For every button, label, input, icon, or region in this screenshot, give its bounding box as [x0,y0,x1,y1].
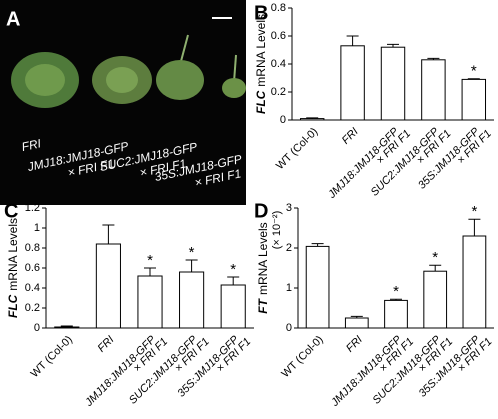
error-bar [350,315,363,318]
plant [106,67,138,93]
x-tick-label: FRI [340,126,361,147]
error-bar [144,267,156,276]
error-bar [311,243,324,247]
chart: 0 0.2 0.4 0.6 0.8 WT (Col-0) FRIJMJ18:JMJ18-GF… [254,2,494,201]
panel-letter: B [254,2,268,24]
bar [344,317,369,329]
significance-marker: * [471,63,477,80]
bar [95,243,121,329]
y-axis-label: FT mRNA Levels [256,222,270,313]
y-tick-label: 0 [34,322,40,334]
error-bar [467,78,480,80]
x-tick-label: FRI [96,334,117,355]
y-tick-label: 0.6 [25,262,40,274]
significance-marker: * [230,261,236,278]
y-tick-label: 0.8 [25,242,40,254]
y-tick-label: 0.8 [271,2,286,14]
y-axis-label-text: mRNA Levels [6,218,20,291]
y-axis-label-unit: (× 10⁻²) [271,211,283,250]
bar [421,59,446,121]
x-tick-label: FRI [344,334,365,355]
error-bar [60,325,73,327]
bar [461,78,487,121]
y-tick-label: 0.4 [25,282,40,294]
y-axis-label-text: mRNA Levels [256,222,270,295]
y-tick-label: 3 [286,202,292,214]
significance-marker: * [147,252,153,269]
error-bar [185,259,198,272]
error-bar [306,117,319,119]
plant [222,78,246,98]
x-tick-label: JMJ18:JMJ18-GFP [82,333,158,409]
bar [305,245,330,329]
y-tick-label: 1.2 [25,202,40,214]
y-tick-label: 0.6 [271,30,286,42]
chart: 0 0.2 0.4 0.6 0.8 1 1.2 WT (Col-0) FRI * JMJ18:JMJ… [4,200,254,409]
error-bar [102,224,115,244]
y-tick-label: 0.2 [271,86,286,98]
y-axis-label-gene: FLC [254,90,268,114]
photo-caption: FRI [20,136,42,154]
significance-marker: * [189,244,195,261]
y-axis-label-gene: FLC [6,294,20,318]
bar [462,235,487,329]
panel-letter: C [4,200,18,222]
error-bar [468,218,481,236]
significance-marker: * [471,203,477,220]
error-bar [387,43,399,48]
stem [233,54,237,83]
plant [156,60,204,100]
y-axis-label: FLC mRNA Levels [254,14,268,114]
bar [384,299,408,329]
y-axis-label-text: mRNA Levels [254,14,268,87]
significance-marker: * [432,249,438,266]
y-tick-label: 0 [280,114,286,126]
photo-panel: A [0,0,246,205]
x-tick-label: JMJ18:JMJ18-GFP [328,333,404,409]
bar [137,275,163,329]
error-bar [346,35,359,46]
bar [299,118,325,121]
error-bar [427,57,440,60]
bar [340,45,365,121]
stem [179,34,189,66]
bar [380,46,406,121]
error-bar [227,276,240,285]
y-tick-label: 2 [286,242,292,254]
x-tick-label: WT (Col-0) [29,334,75,380]
plant [25,64,65,96]
x-tick-label: WT (Col-0) [279,334,325,380]
bar [220,284,246,329]
bar [423,270,448,329]
y-axis-label: FLC mRNA Levels [6,218,20,318]
x-tick-label: JMJ18:JMJ18-GFP [325,125,401,201]
y-tick-label: 0.4 [271,58,286,70]
error-bar [390,298,402,301]
bar [54,326,80,329]
y-tick-label: 1 [34,222,40,234]
bar [179,271,205,329]
y-tick-label: 1 [286,282,292,294]
y-tick-label: 0 [286,322,292,334]
significance-marker: * [393,283,399,300]
x-tick-label: WT (Col-0) [274,126,320,172]
y-axis-label-gene: FT [256,297,270,313]
panel-letter: A [6,8,20,30]
panel-letter: D [254,200,268,222]
error-bar [429,264,442,272]
y-tick-label: 0.2 [25,302,40,314]
